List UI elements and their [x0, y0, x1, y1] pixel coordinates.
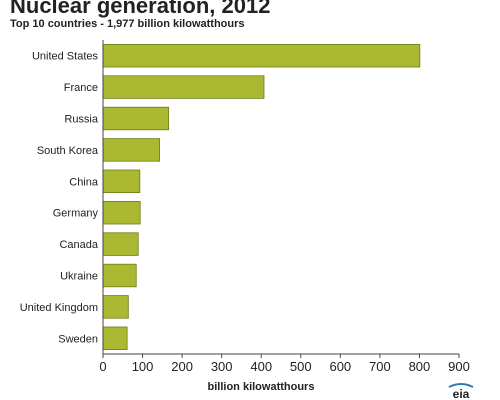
x-tick-label: 300: [211, 359, 233, 374]
bar: [102, 43, 421, 68]
category-label: South Korea: [37, 145, 99, 157]
bar: [102, 106, 170, 131]
eia-logo: eia: [448, 383, 474, 400]
x-tick-label: 800: [409, 359, 431, 374]
category-label: France: [64, 82, 98, 94]
category-label: Russia: [64, 114, 99, 126]
category-label: Germany: [53, 208, 99, 220]
category-label: Ukraine: [60, 271, 98, 283]
category-label: Sweden: [58, 333, 98, 345]
x-tick-label: 100: [132, 359, 154, 374]
bar: [102, 138, 160, 162]
category-label: Canada: [59, 239, 98, 251]
bar: [102, 232, 139, 256]
x-tick-label: 200: [171, 359, 193, 374]
category-label: China: [69, 176, 99, 188]
x-tick-label: 0: [99, 359, 106, 374]
category-label: United States: [32, 51, 99, 63]
x-tick-label: 500: [290, 359, 312, 374]
x-axis-title: billion kilowatthours: [208, 381, 315, 393]
bar: [102, 295, 129, 319]
x-tick-label: 600: [329, 359, 351, 374]
category-label: United Kingdom: [20, 302, 98, 314]
bar: [102, 263, 137, 288]
x-tick-label: 900: [448, 359, 470, 374]
chart-subtitle: Top 10 countries - 1,977 billion kilowat…: [10, 18, 245, 30]
x-tick-label: 700: [369, 359, 391, 374]
x-tick-label: 400: [250, 359, 272, 374]
bar: [102, 169, 141, 194]
bar: [102, 75, 265, 99]
chart-title: Nuclear generation, 2012: [10, 0, 271, 18]
bar: [102, 326, 128, 351]
bar: [102, 200, 141, 225]
eia-logo-text: eia: [453, 387, 470, 400]
